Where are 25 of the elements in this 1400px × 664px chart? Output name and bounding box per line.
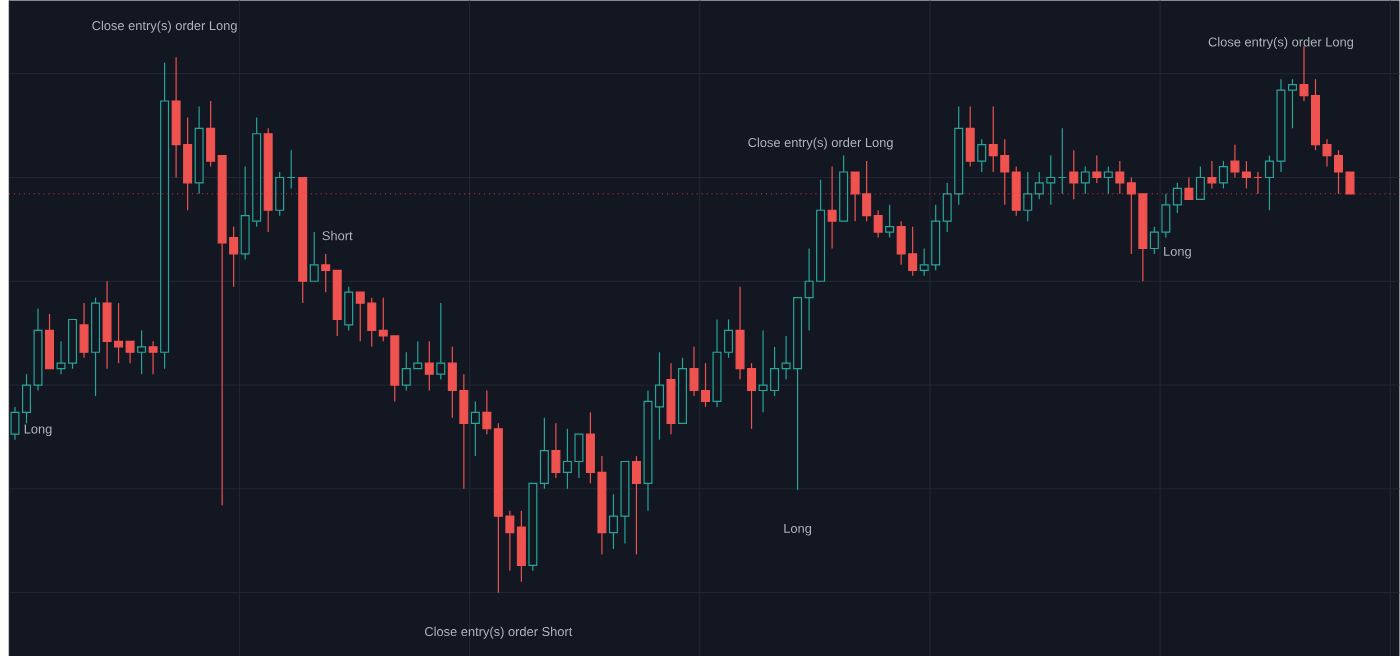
candlestick xyxy=(977,138,987,173)
candlestick xyxy=(1092,154,1102,184)
candlestick xyxy=(827,165,837,249)
candlestick xyxy=(965,105,975,167)
candlestick xyxy=(148,340,158,375)
candlestick xyxy=(1080,165,1090,194)
candlestick xyxy=(1195,165,1205,200)
candlestick xyxy=(1207,160,1217,189)
candlestick xyxy=(79,302,89,358)
candlestick xyxy=(1184,176,1194,200)
candlestick xyxy=(631,455,641,555)
candlestick xyxy=(666,362,676,435)
candlestick xyxy=(1023,170,1033,222)
candlestick xyxy=(137,329,147,375)
candlestick xyxy=(1103,165,1113,194)
candlestick xyxy=(1069,149,1079,200)
candlestick xyxy=(1218,160,1228,189)
candlestick xyxy=(885,203,895,238)
candlestick xyxy=(470,400,480,457)
candlestick xyxy=(551,422,561,479)
candlestick xyxy=(344,285,354,331)
candlestick xyxy=(424,340,434,391)
candlestick xyxy=(309,231,319,282)
candlestick xyxy=(436,302,446,380)
candlestick xyxy=(45,312,55,369)
